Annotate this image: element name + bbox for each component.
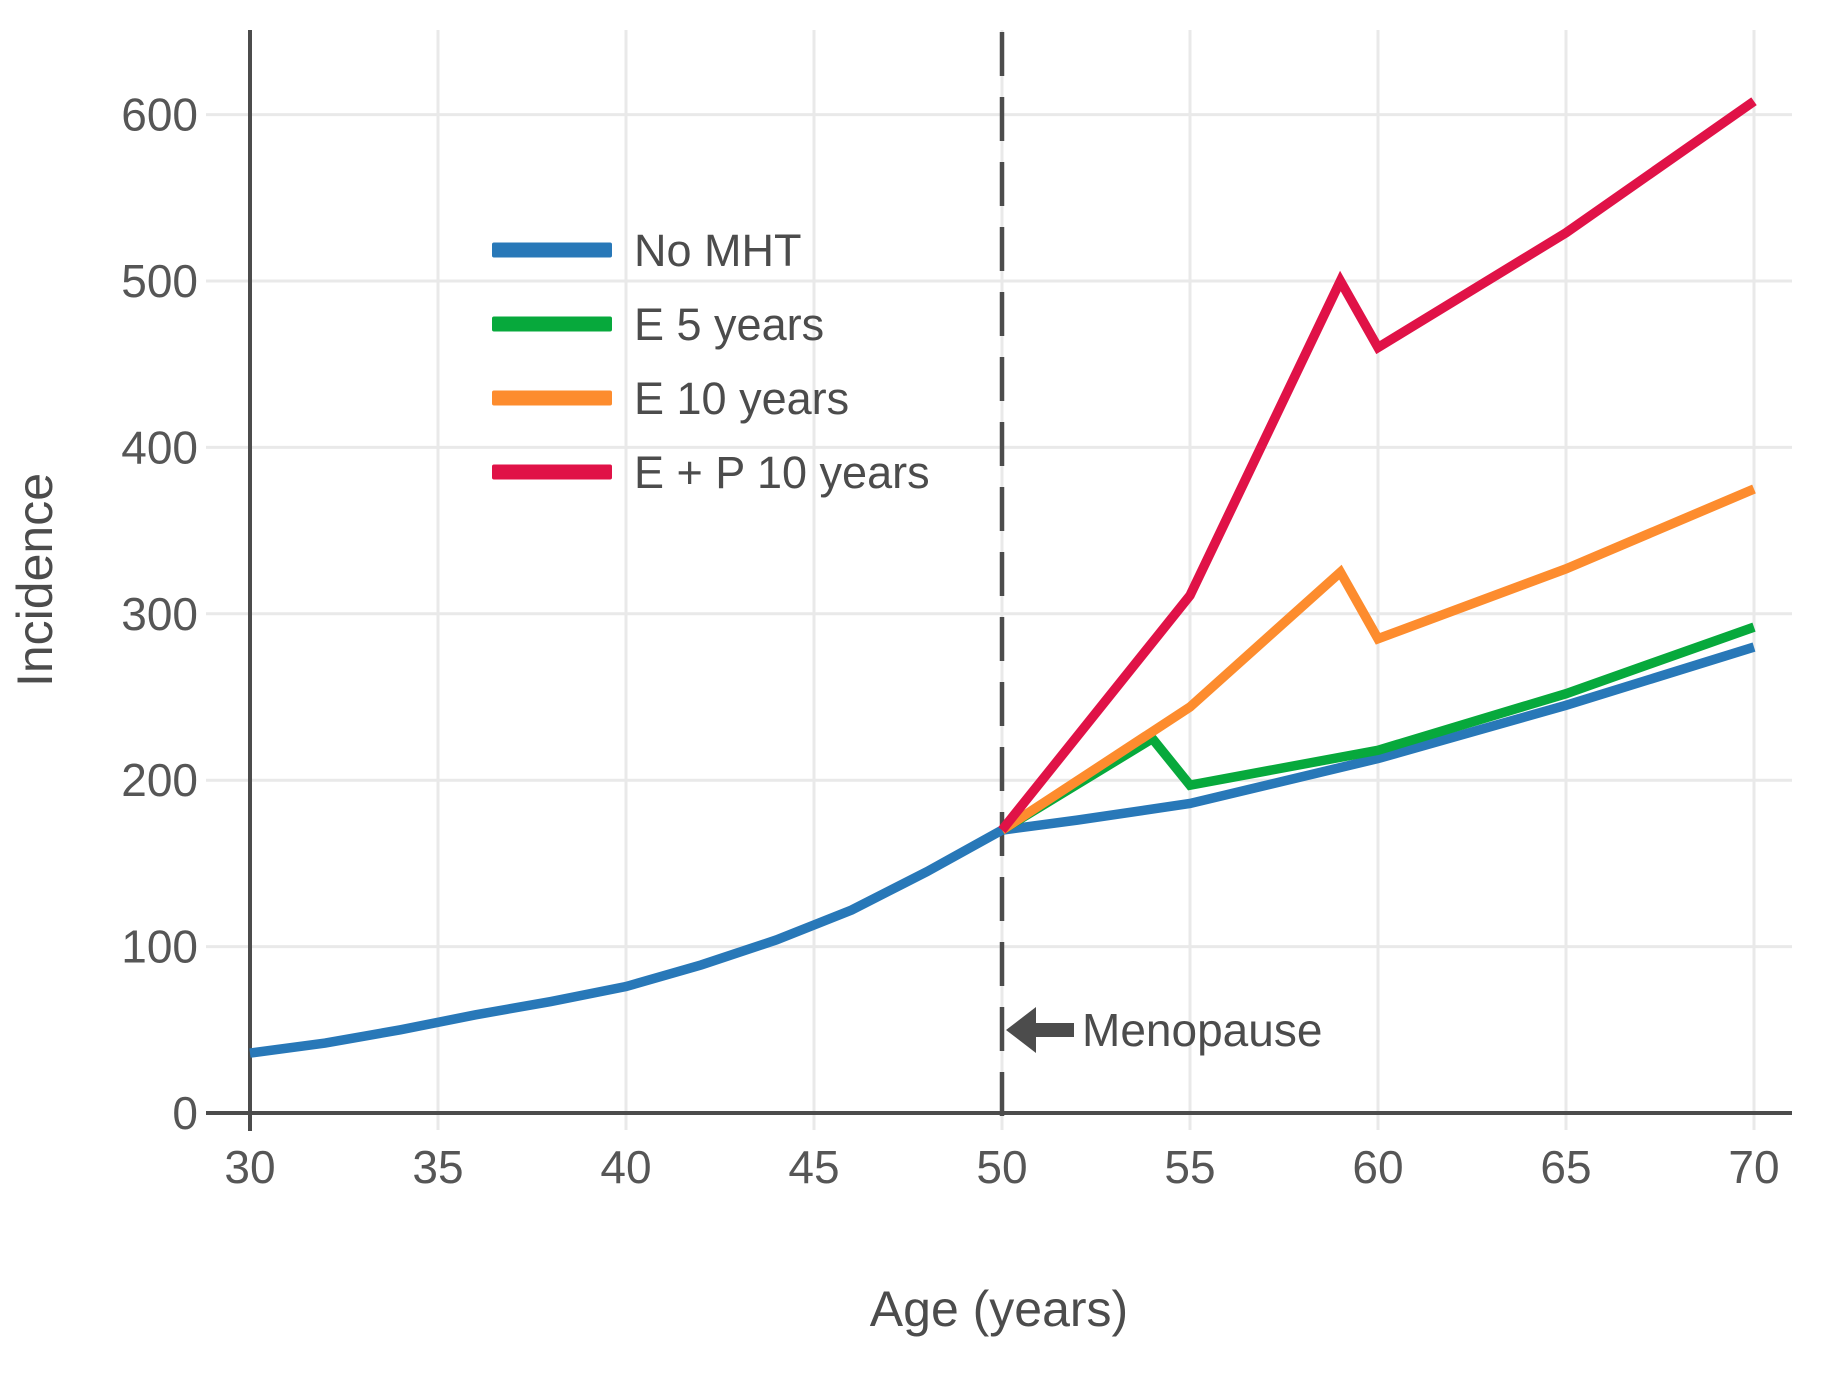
series-line-e-p-10-years (998, 97, 1757, 834)
x-tick-label-45: 45 (788, 1141, 839, 1193)
legend-label-e-5-years: E 5 years (634, 299, 824, 350)
x-tick-label-50: 50 (976, 1141, 1027, 1193)
legend-item-e-10-years: E 10 years (492, 373, 849, 424)
x-tick-label-60: 60 (1352, 1141, 1403, 1193)
x-tick-label-55: 55 (1164, 1141, 1215, 1193)
axes (206, 30, 1792, 1131)
series-line-no-mht (249, 642, 1756, 1058)
legend-label-no-mht: No MHT (634, 225, 802, 276)
left-arrow-icon (1006, 1007, 1074, 1053)
y-tick-label-100: 100 (121, 921, 198, 973)
y-axis-title: Incidence (7, 473, 63, 687)
series-line-e-10-years (999, 484, 1756, 835)
y-tick-label-500: 500 (121, 255, 198, 307)
x-tick-label-30: 30 (224, 1141, 275, 1193)
x-axis-title: Age (years) (870, 1281, 1128, 1337)
y-tick-label-600: 600 (121, 89, 198, 141)
y-tick-label-200: 200 (121, 754, 198, 806)
menopause-annotation: Menopause (1006, 1004, 1322, 1056)
legend-label-e-10-years: E 10 years (634, 373, 849, 424)
y-tick-label-300: 300 (121, 588, 198, 640)
x-tick-label-65: 65 (1540, 1141, 1591, 1193)
x-tick-label-70: 70 (1728, 1141, 1779, 1193)
gridlines (206, 30, 1792, 1130)
series-lines (249, 97, 1757, 1058)
legend-item-no-mht: No MHT (492, 225, 802, 276)
legend-swatch-no-mht (492, 242, 612, 258)
legend-swatch-e-10-years (492, 390, 612, 406)
y-tick-label-0: 0 (172, 1087, 198, 1139)
legend-item-e-5-years: E 5 years (492, 299, 824, 350)
legend-swatch-e-5-years (492, 316, 612, 332)
legend-swatch-e-p-10-years (492, 464, 612, 480)
x-tick-label-35: 35 (412, 1141, 463, 1193)
tick-labels: 0 100 200 300 400 500 600 30 35 40 45 50 55 60 65 70 (121, 89, 1779, 1193)
menopause-label: Menopause (1082, 1004, 1322, 1056)
legend-item-e-p-10-years: E + P 10 years (492, 447, 930, 498)
legend: No MHT E 5 years E 10 years E + P 10 years (492, 225, 930, 498)
series-line-e-5-years (999, 622, 1756, 835)
x-tick-label-40: 40 (600, 1141, 651, 1193)
legend-label-e-p-10-years: E + P 10 years (634, 447, 930, 498)
y-tick-label-400: 400 (121, 421, 198, 473)
